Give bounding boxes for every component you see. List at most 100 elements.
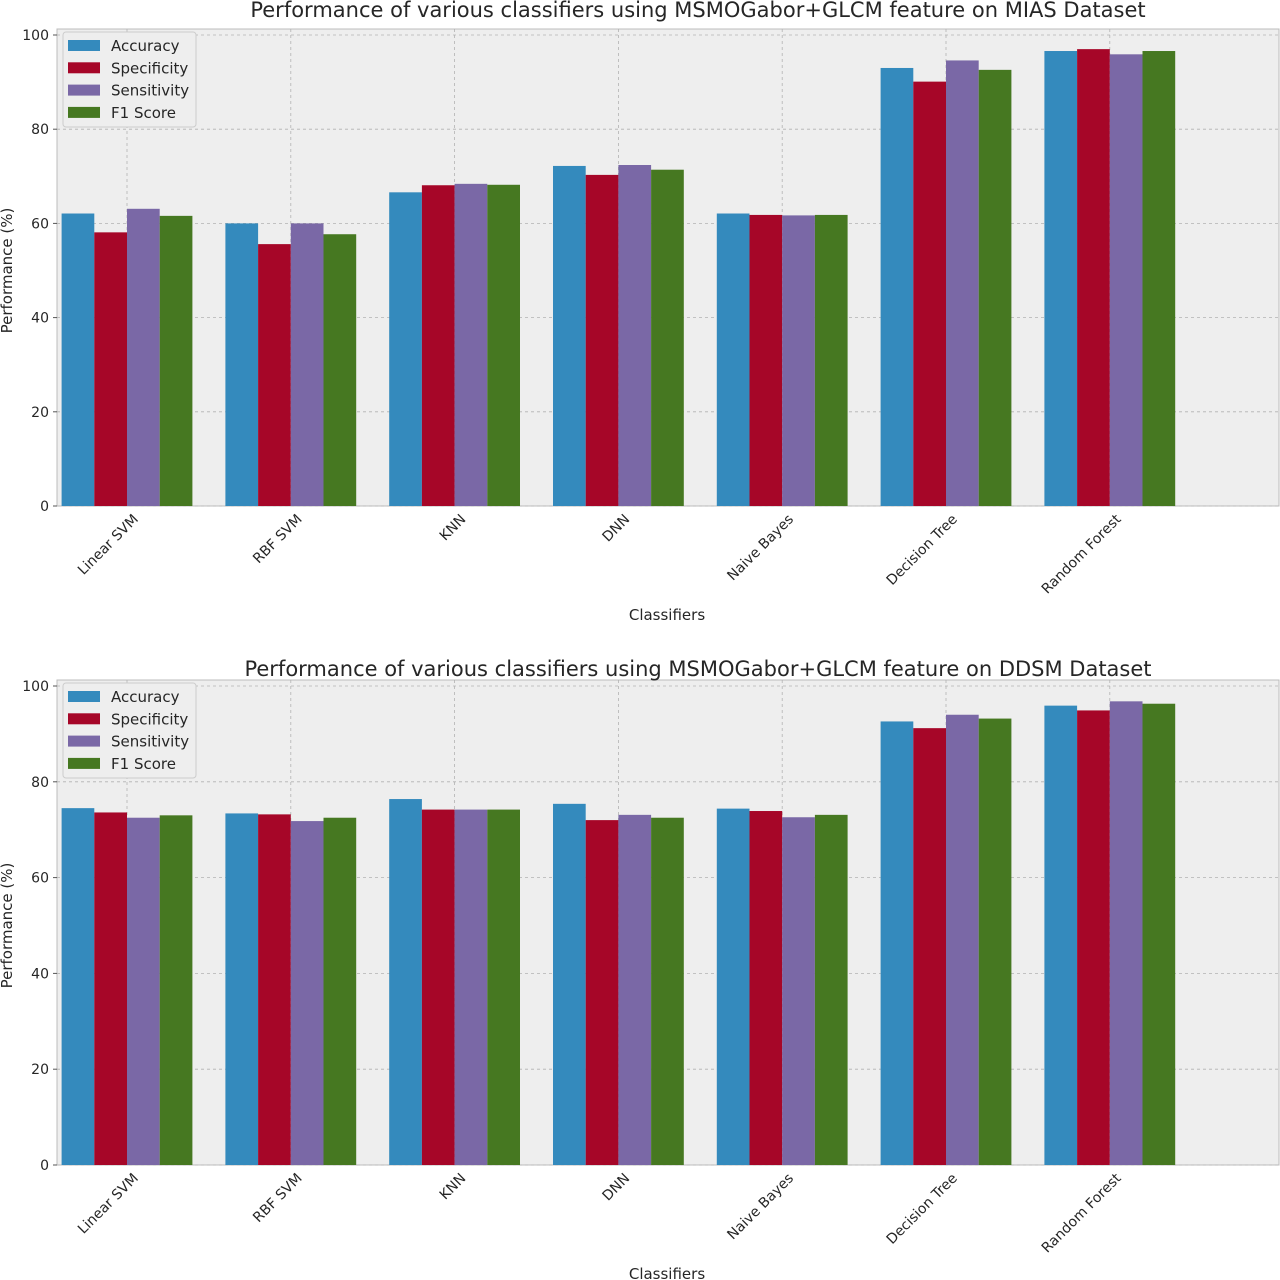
bar-accuracy — [716, 808, 750, 1165]
x-tick-label: Linear SVM — [75, 512, 142, 579]
bar-specificity — [1077, 710, 1110, 1165]
x-tick-label: KNN — [437, 1171, 470, 1204]
y-tick-label: 0 — [40, 1158, 49, 1174]
bar-f1-score — [323, 817, 357, 1165]
bar-f1-score — [1142, 703, 1176, 1165]
bar-f1-score — [487, 184, 520, 506]
bar-accuracy — [553, 165, 586, 507]
bar-f1-score — [651, 169, 684, 506]
y-axis-label: Performance (%) — [0, 208, 16, 334]
bar-f1-score — [978, 718, 1012, 1165]
x-tick-label: Naive Bayes — [724, 1171, 797, 1244]
bar-specificity — [94, 812, 127, 1165]
bar-specificity — [749, 811, 783, 1165]
bar-specificity — [258, 244, 291, 506]
bar-accuracy — [61, 808, 95, 1165]
bar-specificity — [585, 820, 619, 1165]
y-tick-label: 20 — [31, 405, 49, 421]
x-axis-label: Classifiers — [629, 606, 705, 624]
bar-sensitivity — [127, 208, 160, 506]
y-tick-label: 100 — [22, 28, 49, 44]
legend-label: Accuracy — [111, 37, 180, 55]
legend-label: Specificity — [111, 710, 188, 728]
x-tick-label: DNN — [599, 512, 633, 546]
bar-accuracy — [880, 67, 914, 506]
x-tick-label: Linear SVM — [75, 1171, 142, 1238]
legend-label: Specificity — [111, 59, 188, 77]
legend: Accuracy Specificity Sensitivity F1 Score — [62, 682, 197, 779]
bar-f1-score — [814, 814, 848, 1165]
x-tick-label: Random Forest — [1039, 1170, 1125, 1256]
y-tick-label: 60 — [31, 871, 49, 887]
bar-accuracy — [1044, 705, 1078, 1165]
bar-sensitivity — [127, 817, 160, 1165]
bar-f1-score — [159, 215, 193, 506]
y-tick-label: 40 — [31, 966, 49, 982]
bar-specificity — [913, 81, 946, 506]
legend-label: F1 Score — [111, 104, 176, 122]
bar-sensitivity — [618, 814, 652, 1165]
bar-f1-score — [323, 234, 357, 506]
x-tick-label: Random Forest — [1039, 511, 1125, 597]
y-tick-label: 40 — [31, 311, 49, 327]
x-tick-label: RBF SVM — [250, 512, 305, 567]
y-tick-label: 20 — [31, 1062, 49, 1078]
legend-label: Sensitivity — [111, 733, 189, 751]
bar-f1-score — [1142, 51, 1176, 506]
legend-swatch-specificity — [68, 713, 100, 725]
bar-specificity — [258, 814, 291, 1165]
bar-accuracy — [389, 799, 422, 1165]
bar-specificity — [913, 728, 946, 1165]
legend-box — [62, 31, 197, 128]
bar-sensitivity — [946, 714, 979, 1165]
bar-f1-score — [651, 817, 684, 1165]
x-axis-label: Classifiers — [629, 1265, 705, 1280]
chart-title: Performance of various classifiers using… — [250, 0, 1145, 22]
bar-sensitivity — [618, 164, 652, 506]
bar-accuracy — [553, 803, 586, 1165]
y-tick-label: 80 — [31, 775, 49, 791]
y-tick-label: 60 — [31, 216, 49, 232]
x-tick-label: Naive Bayes — [724, 512, 797, 585]
bar-sensitivity — [946, 60, 979, 507]
x-tick-label: Decision Tree — [884, 1171, 961, 1248]
legend-label: Accuracy — [111, 688, 180, 706]
bar-sensitivity — [290, 821, 324, 1165]
x-tick-label: DNN — [599, 1171, 633, 1205]
legend-swatch-f1-score — [68, 106, 100, 118]
legend-swatch-accuracy — [68, 40, 100, 51]
legend-swatch-accuracy — [68, 691, 100, 702]
bar-specificity — [1077, 49, 1110, 506]
legend-swatch-f1-score — [68, 757, 100, 769]
legend: Accuracy Specificity Sensitivity F1 Score — [62, 31, 197, 128]
legend-label: Sensitivity — [111, 82, 189, 100]
x-tick-label: RBF SVM — [250, 1171, 305, 1226]
bar-accuracy — [1044, 51, 1078, 506]
legend-box — [62, 682, 197, 779]
legend-swatch-sensitivity — [68, 84, 100, 96]
bar-specificity — [421, 185, 455, 506]
bar-specificity — [421, 809, 455, 1165]
y-tick-label: 0 — [40, 499, 49, 515]
legend-label: F1 Score — [111, 755, 176, 773]
chart-0: 0 20 40 60 80 100 Linear SVM RBF SVM KNN DNN Naive… — [0, 0, 1280, 624]
bar-accuracy — [716, 213, 750, 506]
x-tick-label: KNN — [437, 512, 470, 545]
legend-swatch-specificity — [68, 62, 100, 74]
bar-accuracy — [880, 721, 914, 1165]
bar-f1-score — [159, 815, 193, 1165]
bar-sensitivity — [454, 809, 488, 1165]
bar-f1-score — [814, 214, 848, 506]
bar-sensitivity — [782, 817, 815, 1165]
y-axis-label: Performance (%) — [0, 863, 16, 989]
y-tick-label: 80 — [31, 122, 49, 138]
bar-specificity — [585, 174, 619, 506]
bar-f1-score — [487, 809, 520, 1165]
bar-accuracy — [389, 192, 422, 506]
bar-specificity — [94, 232, 127, 506]
bar-sensitivity — [1109, 54, 1143, 506]
bar-sensitivity — [290, 223, 324, 506]
bar-sensitivity — [1109, 701, 1143, 1165]
bar-sensitivity — [782, 215, 815, 506]
